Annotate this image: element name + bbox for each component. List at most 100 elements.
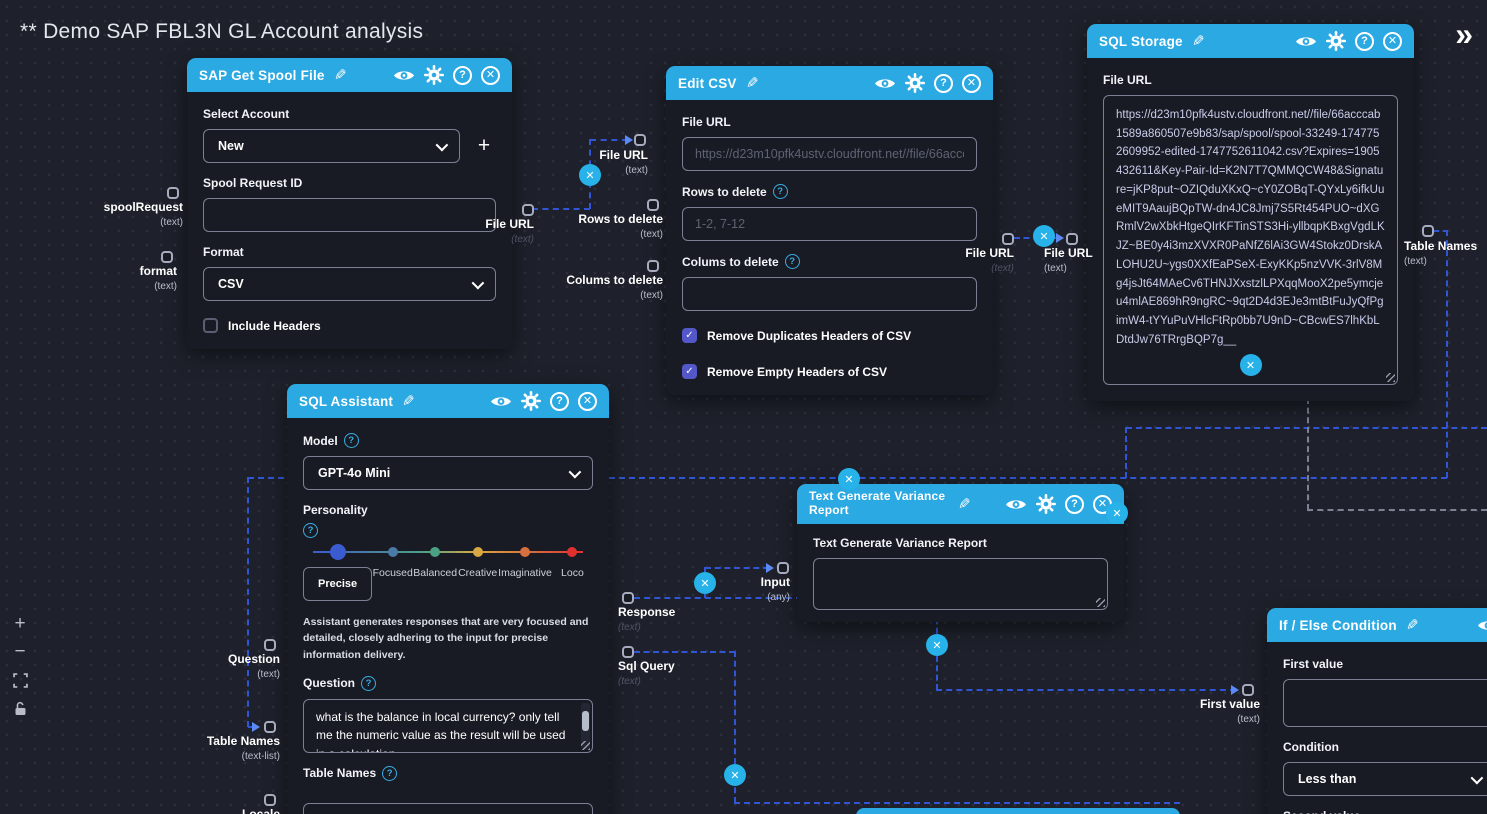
edit-title-icon[interactable]: ✎ <box>402 392 415 410</box>
edit-title-icon[interactable]: ✎ <box>745 74 759 92</box>
node-header[interactable]: Edit CSV ✎ ? ✕ <box>666 66 993 100</box>
help-icon[interactable]: ? <box>550 391 569 411</box>
slider-dot[interactable] <box>472 547 483 557</box>
help-icon[interactable]: ? <box>1065 494 1084 514</box>
slider-dot[interactable] <box>520 547 531 557</box>
help-icon[interactable]: ? <box>1355 31 1374 51</box>
clear-field-button[interactable]: ✕ <box>1239 354 1262 376</box>
help-icon[interactable]: ? <box>361 675 377 691</box>
preview-eye-icon[interactable] <box>874 76 896 91</box>
port-question[interactable] <box>264 639 276 651</box>
port-input[interactable] <box>777 562 789 574</box>
condition-dropdown[interactable]: Less than <box>1283 762 1487 796</box>
colums-to-delete-input[interactable] <box>682 277 977 311</box>
question-textarea[interactable]: what is the balance in local currency? o… <box>303 698 593 753</box>
port-rows-to-delete[interactable] <box>647 199 659 211</box>
variance-report-textarea[interactable] <box>813 558 1108 610</box>
slider-dot[interactable] <box>430 547 441 557</box>
preview-eye-icon[interactable] <box>1005 497 1027 512</box>
port-storage-file-url-in[interactable] <box>1066 233 1078 245</box>
help-icon[interactable]: ? <box>453 65 472 85</box>
port-locale[interactable] <box>264 794 276 806</box>
personality-step[interactable]: Loco <box>552 544 593 601</box>
node-if-else-condition[interactable]: If / Else Condition ✎ First value Condit… <box>1267 608 1487 814</box>
port-first-value[interactable] <box>1242 684 1254 696</box>
include-headers-checkbox[interactable] <box>203 318 218 333</box>
lock-button[interactable] <box>8 698 32 718</box>
add-account-button[interactable]: + <box>477 134 491 157</box>
port-format[interactable] <box>161 251 173 263</box>
port-table-names-in[interactable] <box>264 721 276 733</box>
edge-delete-button[interactable]: ✕ <box>579 164 601 186</box>
personality-slider[interactable]: Precise Focused Balanced Creative Imagin… <box>303 544 593 601</box>
edge-delete-button[interactable]: ✕ <box>838 468 860 490</box>
delete-node-icon[interactable]: ✕ <box>481 65 500 85</box>
resize-handle[interactable] <box>1386 373 1395 382</box>
port-colums-to-delete[interactable] <box>647 260 659 272</box>
personality-step[interactable]: Precise <box>303 544 373 601</box>
model-dropdown[interactable]: GPT-4o Mini <box>303 456 593 490</box>
personality-step[interactable]: Balanced <box>413 544 457 601</box>
edit-title-icon[interactable]: ✎ <box>1405 616 1419 634</box>
select-account-dropdown[interactable]: New <box>203 129 460 163</box>
fit-view-button[interactable] <box>8 670 32 690</box>
settings-gear-icon[interactable] <box>1326 31 1346 51</box>
node-header[interactable]: SQL Assistant ✎ ? ✕ <box>287 384 609 418</box>
settings-gear-icon[interactable] <box>424 65 444 85</box>
edge-delete-button[interactable]: ✕ <box>1106 502 1128 524</box>
zoom-out-button[interactable]: − <box>14 641 26 662</box>
settings-gear-icon[interactable] <box>521 391 541 411</box>
personality-step[interactable]: Creative <box>457 544 498 601</box>
edge-delete-button[interactable]: ✕ <box>724 764 746 786</box>
rows-to-delete-input[interactable] <box>682 207 977 241</box>
preview-eye-icon[interactable] <box>490 394 512 409</box>
personality-step[interactable]: Imaginative <box>498 544 552 601</box>
zoom-in-button[interactable]: + <box>14 613 26 634</box>
node-sql-assistant[interactable]: SQL Assistant ✎ ? ✕ Model? GPT-4o Mini P… <box>287 384 609 814</box>
slider-dot[interactable] <box>387 547 398 557</box>
collapse-panel-icon[interactable]: » <box>1455 16 1473 52</box>
spool-request-id-input[interactable] <box>203 198 496 232</box>
port-response[interactable] <box>622 592 634 604</box>
delete-node-icon[interactable]: ✕ <box>962 73 981 93</box>
file-url-input[interactable] <box>682 137 977 171</box>
edit-title-icon[interactable]: ✎ <box>333 66 347 84</box>
resize-handle[interactable] <box>1096 598 1105 607</box>
port-table-names-out[interactable] <box>1422 225 1434 237</box>
node-header[interactable]: SQL Storage ✎ ? ✕ <box>1087 24 1414 58</box>
port-spool-request[interactable] <box>167 187 179 199</box>
node-header[interactable]: SAP Get Spool File ✎ ? ✕ <box>187 58 512 92</box>
format-dropdown[interactable]: CSV <box>203 267 496 301</box>
preview-eye-icon[interactable] <box>1477 618 1487 633</box>
node-sql-storage[interactable]: SQL Storage ✎ ? ✕ File URL https://d23m1… <box>1087 24 1414 401</box>
edge-delete-button[interactable]: ✕ <box>1033 225 1055 247</box>
preview-eye-icon[interactable] <box>1295 34 1317 49</box>
node-edit-csv[interactable]: Edit CSV ✎ ? ✕ File URL Rows to delete? … <box>666 66 993 395</box>
edit-title-icon[interactable]: ✎ <box>1191 32 1205 50</box>
resize-handle[interactable] <box>581 740 590 750</box>
file-url-textarea[interactable]: https://d23m10pfk4ustv.cloudfront.net//f… <box>1103 95 1398 385</box>
help-icon[interactable]: ? <box>772 184 788 199</box>
edit-title-icon[interactable]: ✎ <box>958 495 971 513</box>
node-sap-get-spool-file[interactable]: SAP Get Spool File ✎ ? ✕ Select Account … <box>187 58 512 349</box>
slider-dot[interactable] <box>329 544 346 560</box>
port-csv-file-url-in[interactable] <box>634 134 646 146</box>
scrollbar-thumb[interactable] <box>582 710 589 731</box>
slider-dot[interactable] <box>567 547 578 557</box>
help-icon[interactable]: ? <box>343 433 359 448</box>
settings-gear-icon[interactable] <box>1036 494 1056 514</box>
preview-eye-icon[interactable] <box>393 68 415 83</box>
node-header[interactable]: If / Else Condition ✎ <box>1267 608 1487 642</box>
port-sap-file-url-out[interactable] <box>522 204 534 216</box>
edge-delete-button[interactable]: ✕ <box>694 572 716 594</box>
port-sql-query[interactable] <box>622 646 634 658</box>
add-table-name-button[interactable]: + Add <box>303 802 593 814</box>
scrollbar[interactable] <box>581 702 590 749</box>
help-icon[interactable]: ? <box>382 765 398 781</box>
help-icon[interactable]: ? <box>784 254 800 269</box>
help-icon[interactable]: ? <box>934 73 953 93</box>
settings-gear-icon[interactable] <box>905 73 925 93</box>
edge-delete-button[interactable]: ✕ <box>926 634 948 656</box>
remove-duplicates-checkbox[interactable]: ✓ <box>682 328 697 343</box>
